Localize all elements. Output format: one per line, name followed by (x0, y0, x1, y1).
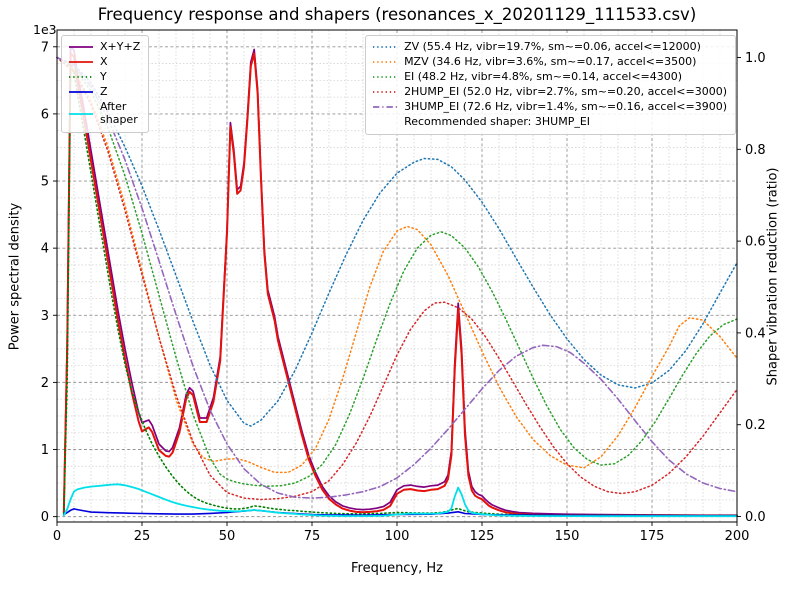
legend-line-sample-icon (373, 106, 398, 109)
series-3hump-ei (56, 56, 738, 499)
legend-item: Z (68, 85, 140, 100)
legend-item: Recommended shaper: 3HUMP_EI (372, 115, 727, 130)
legend-label: 2HUMP_EI (52.0 Hz, vibr=2.7%, sm~=0.20, … (404, 84, 727, 98)
y-right-tick-label: 0.6 (745, 235, 766, 250)
y-axis-label-left: Power spectral density (7, 202, 23, 351)
legend-line-sample-icon (373, 76, 398, 79)
series-after-shaper (62, 483, 738, 518)
legend-shapers: ZV (55.4 Hz, vibr=19.7%, sm~=0.06, accel… (365, 35, 736, 135)
x-tick-label: 150 (555, 529, 580, 544)
y-right-tick-label: 0.2 (745, 418, 766, 433)
legend-label: MZV (34.6 Hz, vibr=3.6%, sm~=0.17, accel… (404, 54, 697, 68)
x-tick-label: 125 (470, 529, 495, 544)
legend-item: X+Y+Z (68, 40, 140, 55)
legend-label: EI (48.2 Hz, vibr=4.8%, sm~=0.14, accel<… (404, 69, 683, 83)
legend-label: After shaper (100, 99, 138, 126)
legend-item: After shaper (68, 100, 140, 128)
legend-label: ZV (55.4 Hz, vibr=19.7%, sm~=0.06, accel… (404, 40, 701, 53)
legend-item: ZV (55.4 Hz, vibr=19.7%, sm~=0.06, accel… (372, 40, 727, 55)
legend-psd: X+Y+Z X Y Z After shaper (61, 35, 150, 133)
legend-item: EI (48.2 Hz, vibr=4.8%, sm~=0.14, accel<… (372, 70, 727, 85)
y-axis-label-right: Shaper vibration reduction (ratio) (765, 167, 781, 386)
x-tick-label: 0 (53, 529, 61, 544)
x-tick-label: 50 (219, 529, 236, 544)
legend-item: Y (68, 70, 140, 85)
series-2hump-ei (56, 56, 738, 501)
y-left-tick-label: 4 (41, 242, 49, 257)
legend-label: Recommended shaper: 3HUMP_EI (404, 114, 591, 128)
legend-line-sample-icon (373, 46, 398, 49)
legend-line-sample-icon (373, 91, 398, 94)
legend-item: 2HUMP_EI (52.0 Hz, vibr=2.7%, sm~=0.20, … (372, 85, 727, 100)
series-y (62, 66, 738, 517)
y-axis-offset-text: 1e3 (33, 22, 57, 37)
legend-line-sample-icon (69, 76, 93, 79)
x-axis-label: Frequency, Hz (350, 561, 444, 576)
series-x (62, 52, 738, 517)
y-left-tick-label: 7 (41, 40, 49, 55)
y-left-tick-label: 0 (41, 510, 49, 525)
legend-line-sample-icon (69, 91, 93, 94)
legend-item: MZV (34.6 Hz, vibr=3.6%, sm~=0.17, accel… (372, 55, 727, 70)
x-tick-label: 200 (725, 529, 750, 544)
x-tick-label: 75 (304, 529, 321, 544)
y-left-tick-label: 1 (41, 443, 49, 458)
series-mzv (56, 56, 738, 474)
y-right-tick-label: 0.4 (745, 326, 766, 341)
series-zv (56, 56, 738, 427)
legend-label: 3HUMP_EI (72.6 Hz, vibr=1.4%, sm~=0.16, … (404, 99, 727, 113)
legend-line-sample-icon (373, 61, 398, 64)
legend-line-sample-icon (69, 61, 93, 64)
y-left-tick-label: 6 (41, 107, 49, 122)
legend-line-sample-icon (69, 112, 93, 115)
legend-label: Z (100, 84, 108, 98)
legend-item: X (68, 55, 140, 70)
y-left-tick-label: 5 (41, 175, 49, 190)
legend-label: X (100, 54, 108, 68)
y-right-tick-label: 0.8 (745, 143, 766, 158)
x-tick-label: 25 (134, 529, 151, 544)
legend-spacer (372, 116, 398, 128)
y-right-tick-label: 0.0 (745, 510, 766, 525)
series-ei (56, 56, 738, 487)
legend-line-sample-icon (69, 46, 93, 49)
chart-title: Frequency response and shapers (resonanc… (97, 5, 697, 24)
y-right-tick-label: 1.0 (745, 51, 766, 66)
legend-label: X+Y+Z (100, 40, 141, 53)
legend-item: 3HUMP_EI (72.6 Hz, vibr=1.4%, sm~=0.16, … (372, 100, 727, 115)
y-left-tick-label: 2 (41, 376, 49, 391)
x-tick-label: 100 (385, 529, 410, 544)
legend-label: Y (100, 69, 107, 83)
y-left-tick-label: 3 (41, 309, 49, 324)
x-tick-label: 175 (640, 529, 665, 544)
